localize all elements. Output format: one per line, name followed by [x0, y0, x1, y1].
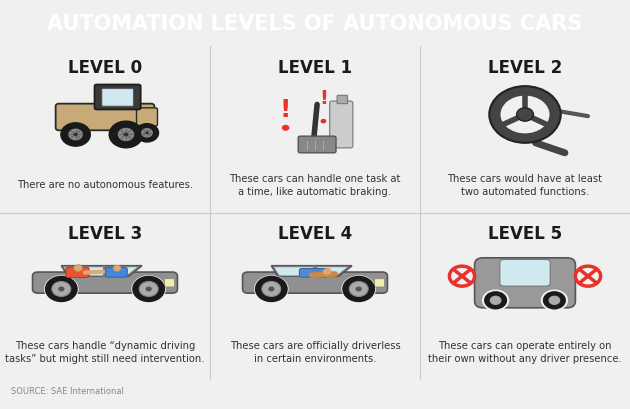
Polygon shape [317, 267, 348, 276]
FancyBboxPatch shape [337, 96, 348, 104]
Circle shape [123, 133, 129, 137]
FancyBboxPatch shape [66, 268, 89, 278]
Circle shape [549, 296, 560, 305]
Circle shape [268, 287, 275, 292]
Circle shape [341, 276, 376, 303]
FancyBboxPatch shape [329, 102, 353, 148]
Text: AUTOMATION LEVELS OF AUTONOMOUS CARS: AUTOMATION LEVELS OF AUTONOMOUS CARS [47, 13, 583, 34]
Circle shape [52, 282, 71, 297]
FancyBboxPatch shape [33, 272, 178, 293]
FancyBboxPatch shape [94, 85, 140, 110]
Circle shape [44, 276, 79, 303]
FancyBboxPatch shape [55, 104, 154, 131]
Circle shape [69, 130, 82, 140]
FancyBboxPatch shape [137, 108, 158, 127]
Text: These cars can handle one task at
a time, like automatic braking.: These cars can handle one task at a time… [229, 173, 401, 197]
Circle shape [323, 269, 331, 275]
Circle shape [482, 290, 509, 311]
Circle shape [517, 108, 534, 122]
Text: LEVEL 0: LEVEL 0 [68, 58, 142, 76]
Circle shape [45, 277, 77, 302]
FancyBboxPatch shape [474, 258, 575, 308]
Circle shape [490, 87, 561, 144]
Text: There are no autonomous features.: There are no autonomous features. [17, 180, 193, 190]
FancyBboxPatch shape [243, 272, 387, 293]
Circle shape [146, 287, 152, 292]
Circle shape [321, 119, 326, 124]
Circle shape [73, 133, 77, 137]
FancyBboxPatch shape [102, 90, 134, 107]
Circle shape [118, 129, 134, 141]
Text: These cars can operate entirely on
their own without any driver presence.: These cars can operate entirely on their… [428, 340, 622, 363]
Circle shape [262, 282, 281, 297]
Circle shape [139, 282, 158, 297]
Polygon shape [64, 267, 104, 276]
Text: LEVEL 4: LEVEL 4 [278, 225, 352, 243]
FancyBboxPatch shape [500, 260, 550, 286]
Circle shape [113, 265, 121, 272]
Polygon shape [107, 267, 139, 276]
Circle shape [498, 94, 553, 137]
FancyBboxPatch shape [374, 279, 384, 287]
Text: !: ! [280, 98, 291, 122]
Circle shape [543, 292, 566, 310]
Circle shape [142, 129, 152, 137]
Text: These cars would have at least
two automated functions.: These cars would have at least two autom… [447, 173, 602, 197]
Circle shape [74, 265, 83, 272]
Text: LEVEL 1: LEVEL 1 [278, 58, 352, 76]
FancyBboxPatch shape [164, 279, 175, 287]
Circle shape [490, 296, 501, 305]
Text: LEVEL 3: LEVEL 3 [68, 225, 142, 243]
Polygon shape [273, 267, 314, 276]
Circle shape [58, 287, 64, 292]
Circle shape [343, 277, 374, 302]
Circle shape [133, 277, 164, 302]
Text: These cars are officially driverless
in certain environments.: These cars are officially driverless in … [229, 340, 401, 363]
Circle shape [349, 282, 368, 297]
Circle shape [131, 276, 166, 303]
FancyBboxPatch shape [106, 268, 127, 277]
Text: !: ! [319, 89, 328, 108]
Text: LEVEL 5: LEVEL 5 [488, 225, 562, 243]
Circle shape [254, 276, 289, 303]
Circle shape [146, 132, 149, 135]
Circle shape [282, 126, 289, 132]
Circle shape [109, 122, 143, 148]
Circle shape [484, 292, 507, 310]
Circle shape [61, 124, 90, 147]
FancyBboxPatch shape [298, 137, 336, 153]
Polygon shape [272, 266, 352, 276]
Circle shape [256, 277, 287, 302]
Circle shape [541, 290, 568, 311]
Circle shape [355, 287, 362, 292]
Polygon shape [61, 266, 142, 276]
Text: SOURCE: SAE International: SOURCE: SAE International [11, 386, 124, 395]
Circle shape [135, 124, 159, 143]
Text: LEVEL 2: LEVEL 2 [488, 58, 562, 76]
FancyBboxPatch shape [299, 269, 327, 277]
Text: These cars handle “dynamic driving
tasks” but might still need intervention.: These cars handle “dynamic driving tasks… [5, 340, 205, 363]
